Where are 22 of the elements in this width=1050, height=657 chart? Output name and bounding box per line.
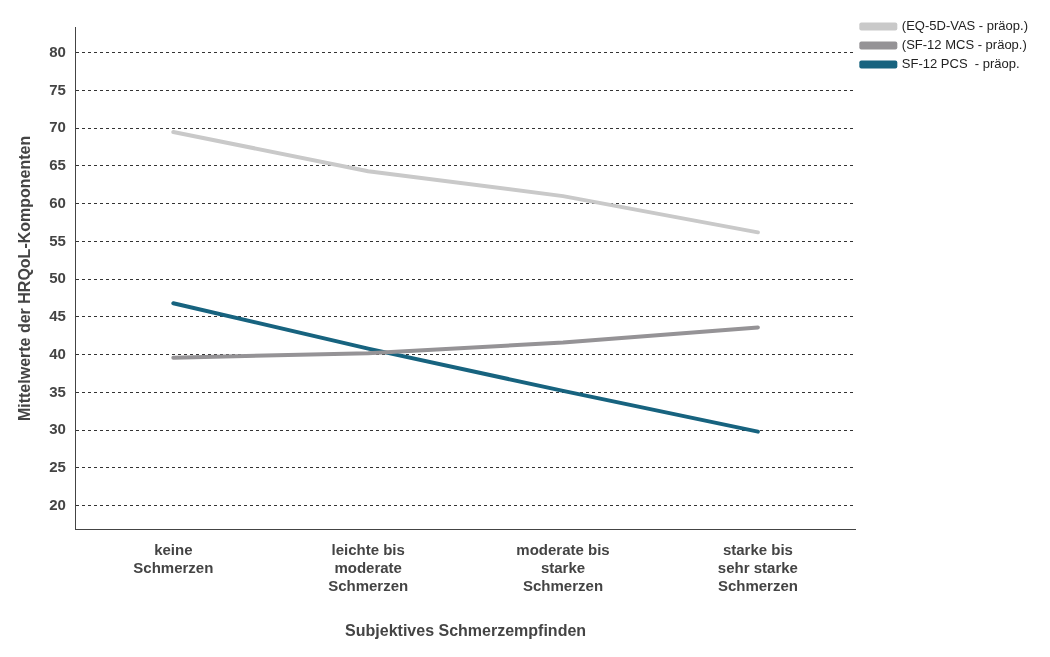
y-tick-label: 65 bbox=[49, 156, 66, 174]
legend-label: SF-12 PCS - präop. bbox=[901, 56, 1020, 72]
y-tick-label: 30 bbox=[49, 420, 66, 438]
x-tick-label: leichte bis moderate Schmerzen bbox=[328, 540, 409, 594]
y-tick-label: 25 bbox=[49, 458, 66, 476]
y-axis-title: Mittelwerte der HRQoL-Komponenten bbox=[16, 135, 34, 422]
x-tick-label: moderate bis starke Schmerzen bbox=[516, 540, 610, 594]
y-tick-label: 35 bbox=[49, 382, 66, 400]
y-tick-label: 20 bbox=[49, 495, 66, 513]
y-tick-label: 55 bbox=[49, 231, 66, 249]
y-tick-label: 50 bbox=[49, 269, 66, 287]
y-tick-label: 40 bbox=[49, 344, 66, 362]
legend-label: (EQ-5D-VAS - präop.) bbox=[901, 18, 1029, 34]
x-tick-label: starke bis sehr starke Schmerzen bbox=[717, 540, 798, 594]
y-tick-label: 75 bbox=[49, 80, 66, 98]
y-tick-label: 80 bbox=[49, 42, 66, 60]
y-tick-label: 45 bbox=[49, 307, 66, 325]
x-axis-title: Subjektives Schmerzempfinden bbox=[345, 621, 587, 639]
y-tick-label: 60 bbox=[49, 193, 66, 211]
x-tick-label: keine Schmerzen bbox=[133, 540, 214, 576]
legend-label: (SF-12 MCS - präop.) bbox=[901, 37, 1027, 53]
y-tick-label: 70 bbox=[49, 118, 66, 136]
